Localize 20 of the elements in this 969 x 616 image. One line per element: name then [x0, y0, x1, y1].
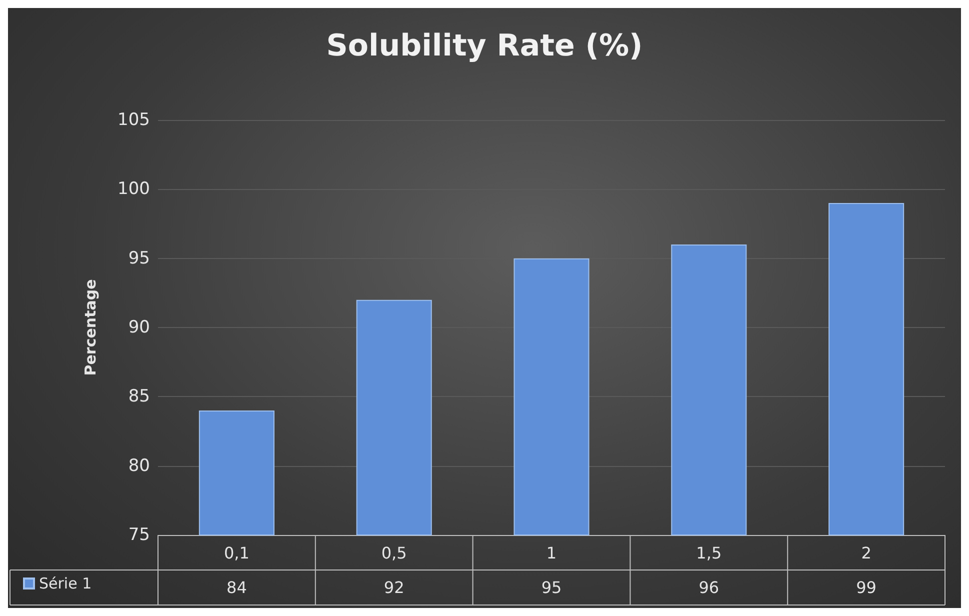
- x-tick-label: 0,5: [381, 544, 407, 562]
- chart-title: Solubility Rate (%): [326, 28, 643, 64]
- y-tick-label: 85: [128, 386, 150, 407]
- data-label: 95: [541, 578, 562, 597]
- y-tick-label: 75: [128, 525, 150, 545]
- y-tick-label: 90: [128, 318, 150, 338]
- y-axis-title: Percentage: [82, 279, 100, 376]
- data-label: 92: [384, 578, 404, 597]
- data-label: 84: [226, 578, 247, 597]
- y-tick-label: 100: [118, 179, 150, 200]
- legend-label: Série 1: [39, 574, 92, 592]
- y-tick-label: 80: [128, 456, 150, 476]
- y-tick-label: 95: [128, 248, 150, 268]
- y-tick-label: 105: [118, 110, 150, 130]
- x-tick-label: 1: [546, 544, 557, 562]
- x-tick-label: 1,5: [696, 544, 722, 562]
- x-tick-label: 2: [861, 544, 872, 562]
- x-tick-label: 0,1: [224, 544, 250, 562]
- data-label: 99: [856, 578, 876, 597]
- data-label: 96: [698, 578, 720, 597]
